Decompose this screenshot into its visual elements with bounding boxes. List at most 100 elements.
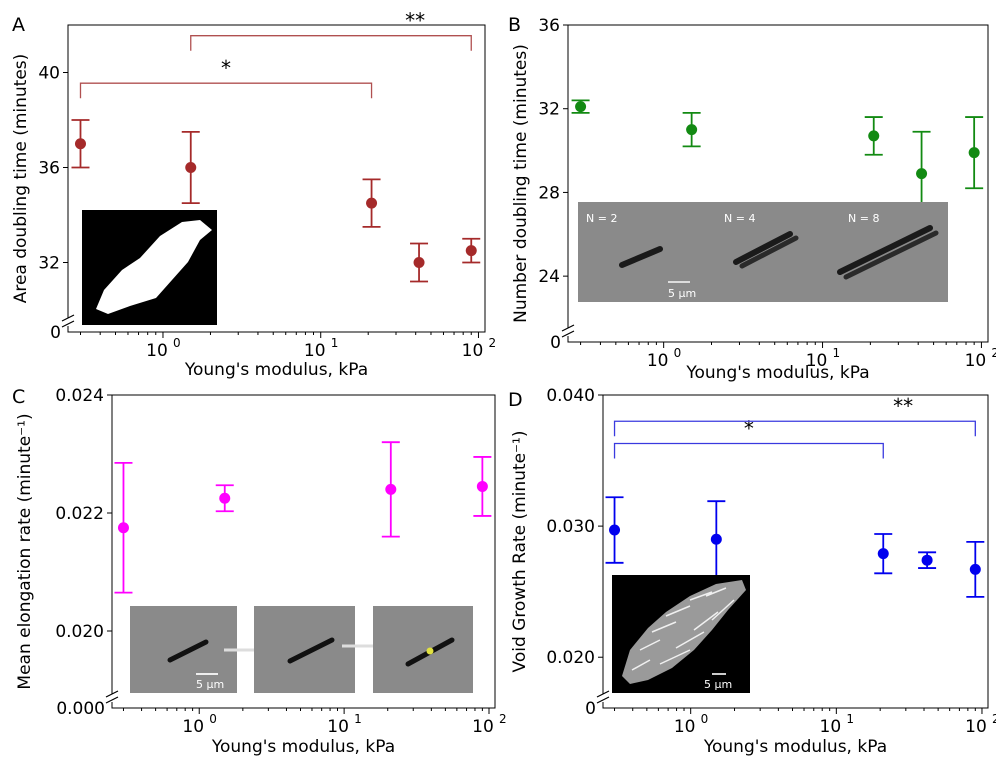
- panel-letter-c: C: [12, 386, 25, 408]
- significance-label: **: [893, 394, 913, 418]
- data-point: [413, 257, 425, 268]
- axis-break-mark: [61, 320, 75, 328]
- significance-bracket: [613, 442, 884, 459]
- y-axis-label: Void Growth Rate (minute⁻¹): [510, 431, 530, 673]
- cell-n8-b: [843, 230, 939, 280]
- xtick-label: 10: [806, 351, 828, 371]
- scale-label-c: 5 μm: [196, 678, 224, 691]
- data-point: [74, 138, 86, 150]
- panel-d: D 0 0.040 0.030 0.020 10 0 10 1 10 2 Young's modul…: [508, 386, 996, 757]
- scale-label-d: 5 μm: [704, 678, 732, 691]
- x-axis-label: Young's modulus, kPa: [184, 360, 368, 380]
- cell-n8-a: [837, 225, 933, 275]
- data-point: [710, 533, 722, 545]
- data-point: [609, 524, 621, 536]
- xtick-label: 10: [820, 717, 842, 737]
- cell-n4-a: [733, 231, 793, 265]
- ytick-label: 40: [38, 64, 60, 84]
- xtick-label: 10: [182, 717, 204, 737]
- panel-b-inset: N = 2 N = 4 N = 8 5 μm: [578, 202, 948, 302]
- xtick-label: 10: [647, 351, 669, 371]
- xtick-exponent: 1: [846, 712, 854, 726]
- xtick-label: 10: [146, 341, 168, 361]
- xtick-label: 10: [965, 717, 987, 737]
- ytick-label: 36: [38, 159, 60, 179]
- significance-bracket: [613, 420, 976, 437]
- xtick-label: 10: [674, 717, 696, 737]
- xtick-exponent: 1: [833, 346, 841, 360]
- panel-letter-b: B: [508, 14, 521, 36]
- panel-d-plot: 0 0.040 0.030 0.020 10 0 10 1 10 2 Young's modulus…: [510, 386, 996, 757]
- xtick-exponent: 2: [499, 712, 507, 726]
- panel-letter-a: A: [12, 14, 25, 36]
- axis-break-gap: [63, 318, 73, 326]
- axis-break-gap: [598, 694, 608, 702]
- significance-bracket: [190, 35, 472, 51]
- inset-frame-1: [130, 606, 237, 693]
- colony-shape-d: [622, 580, 746, 684]
- axis-break-mark: [561, 324, 575, 332]
- data-point: [877, 548, 889, 560]
- inset-frame-2: [254, 606, 355, 693]
- ytick-label: 0.024: [55, 386, 104, 406]
- axis-break-mark: [61, 314, 75, 322]
- data-point: [219, 492, 231, 504]
- significance-label: **: [405, 9, 425, 33]
- scale-label-b: 5 μm: [668, 287, 696, 300]
- axis-break-mark: [105, 690, 119, 698]
- ytick-label: 0.020: [546, 648, 595, 668]
- ytick-label-zero: 0: [585, 699, 596, 719]
- cell-frame-2: [287, 637, 335, 664]
- data-point: [968, 147, 980, 159]
- ytick-label: 32: [538, 100, 560, 120]
- ytick-label: 28: [538, 183, 560, 203]
- inset-label-n8: N = 8: [848, 212, 879, 225]
- data-point: [575, 101, 587, 113]
- axis-break-gap: [563, 328, 573, 336]
- xtick-label: 10: [327, 717, 349, 737]
- significance-bracket: [79, 82, 373, 99]
- ytick-label: 0.040: [546, 386, 595, 406]
- ytick-label: 0.030: [546, 517, 595, 537]
- axis-break-gap: [107, 694, 117, 702]
- significance-label: *: [221, 56, 231, 80]
- data-point: [185, 162, 197, 173]
- xtick-exponent: 2: [992, 712, 996, 726]
- xtick-exponent: 1: [331, 336, 339, 350]
- panel-c-plot: 0.000 0.024 0.022 0.020 10 0 10 1 10 2 Young's mod…: [15, 386, 507, 757]
- data-point: [921, 554, 933, 566]
- axis-break-mark: [596, 690, 610, 698]
- xtick-exponent: 0: [674, 346, 682, 360]
- inset-frame-3: [373, 606, 473, 693]
- inset-label-n4: N = 4: [724, 212, 755, 225]
- data-point: [476, 480, 488, 492]
- panel-c: C 0.000 0.024 0.022 0.020 10 0 10 1 10 2 Young's m…: [12, 386, 507, 757]
- axis-break-mark: [596, 696, 610, 704]
- panel-b: B 0 36 32 28 24 10 0 10 1 10 2 Young's modulus, kPa…: [508, 14, 996, 383]
- data-point: [916, 168, 928, 180]
- colony-cells-d: [631, 587, 735, 671]
- cell-frame-1: [167, 639, 209, 663]
- y-axis-label: Number doubling time (minutes): [511, 44, 531, 323]
- x-axis-label: Young's modulus, kPa: [211, 737, 395, 757]
- xtick-label: 10: [472, 717, 494, 737]
- panel-a-plot: 0 40 36 32 10 0 10 1 10 2 Young's modulus, kPa Area…: [11, 9, 496, 380]
- ytick-label: 36: [538, 16, 560, 36]
- xtick-exponent: 0: [209, 712, 217, 726]
- xtick-label: 10: [462, 341, 484, 361]
- data-point: [117, 522, 129, 534]
- data-point: [366, 197, 378, 209]
- axis-break-mark: [105, 696, 119, 704]
- plot-frame: [602, 394, 989, 709]
- xtick-exponent: 2: [991, 346, 996, 360]
- ytick-label: 32: [38, 254, 60, 274]
- axis-break-mark: [561, 330, 575, 338]
- ytick-label: 24: [538, 267, 560, 287]
- ytick-label: 0.020: [55, 622, 104, 642]
- x-axis-label: Young's modulus, kPa: [703, 737, 887, 757]
- data-point: [686, 124, 698, 136]
- xtick-exponent: 0: [701, 712, 709, 726]
- x-axis-label: Young's modulus, kPa: [685, 363, 869, 383]
- ytick-label-zero: 0.000: [56, 699, 105, 719]
- xtick-label: 10: [304, 341, 326, 361]
